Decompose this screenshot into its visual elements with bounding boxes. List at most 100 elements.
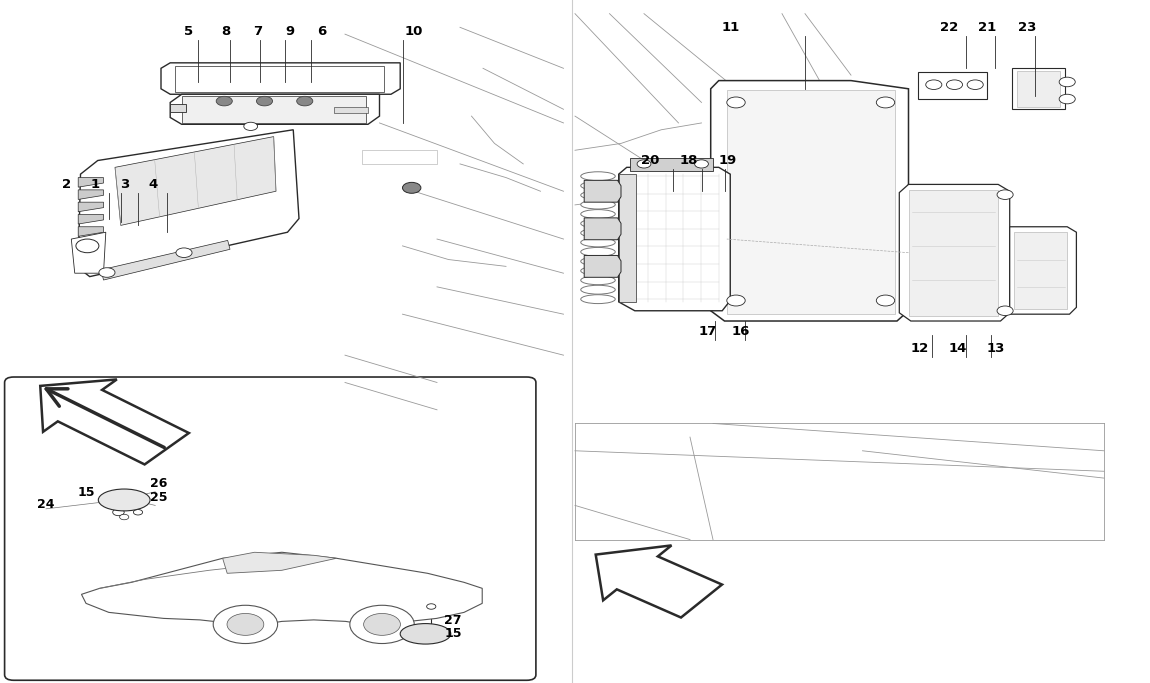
Circle shape <box>1059 77 1075 87</box>
Circle shape <box>876 97 895 108</box>
Circle shape <box>244 122 258 130</box>
Polygon shape <box>78 227 104 236</box>
Circle shape <box>637 160 651 168</box>
Circle shape <box>216 96 232 106</box>
Circle shape <box>926 80 942 89</box>
Ellipse shape <box>581 238 615 247</box>
Text: 8: 8 <box>221 25 230 38</box>
Ellipse shape <box>99 489 150 511</box>
Circle shape <box>213 605 277 643</box>
Circle shape <box>422 637 429 641</box>
Text: 27: 27 <box>444 614 462 627</box>
Polygon shape <box>908 190 998 316</box>
Circle shape <box>113 509 124 516</box>
Circle shape <box>997 306 1013 316</box>
Text: 4: 4 <box>148 178 158 191</box>
Bar <box>109 598 155 613</box>
Circle shape <box>422 626 429 630</box>
Ellipse shape <box>581 191 615 199</box>
Circle shape <box>946 80 963 89</box>
Circle shape <box>256 96 273 106</box>
Text: 26: 26 <box>150 477 168 490</box>
Circle shape <box>427 604 436 609</box>
Ellipse shape <box>581 229 615 238</box>
Polygon shape <box>584 180 621 202</box>
Circle shape <box>76 239 99 253</box>
Text: 21: 21 <box>978 21 996 34</box>
Ellipse shape <box>581 200 615 209</box>
Text: 19: 19 <box>719 154 737 167</box>
Text: 17: 17 <box>698 325 716 338</box>
Polygon shape <box>1017 71 1060 107</box>
Polygon shape <box>918 72 987 99</box>
Circle shape <box>434 626 440 630</box>
Text: 1: 1 <box>91 178 100 191</box>
Circle shape <box>121 504 128 508</box>
Text: 3: 3 <box>120 178 129 191</box>
Text: 9: 9 <box>285 25 294 38</box>
Text: 15: 15 <box>444 627 462 640</box>
Circle shape <box>422 632 429 636</box>
Text: 12: 12 <box>911 342 929 355</box>
Text: 6: 6 <box>317 25 327 38</box>
Circle shape <box>727 97 745 108</box>
Circle shape <box>132 492 139 496</box>
Polygon shape <box>182 96 366 123</box>
Polygon shape <box>727 90 895 314</box>
Text: 23: 23 <box>1018 21 1036 34</box>
Text: 18: 18 <box>680 154 698 167</box>
Circle shape <box>121 498 128 502</box>
Polygon shape <box>82 553 482 628</box>
Polygon shape <box>619 167 730 311</box>
Circle shape <box>176 248 192 257</box>
Ellipse shape <box>581 171 615 180</box>
Text: 24: 24 <box>37 498 55 511</box>
Polygon shape <box>584 255 621 277</box>
Circle shape <box>876 295 895 306</box>
Ellipse shape <box>581 294 615 303</box>
Bar <box>334 107 368 113</box>
Text: 11: 11 <box>721 21 739 34</box>
Polygon shape <box>223 553 337 573</box>
Polygon shape <box>78 251 104 261</box>
Polygon shape <box>161 63 400 94</box>
Text: 7: 7 <box>253 25 262 38</box>
Polygon shape <box>40 380 189 464</box>
Circle shape <box>434 632 440 636</box>
Polygon shape <box>78 239 104 249</box>
Polygon shape <box>1012 68 1065 109</box>
Circle shape <box>99 268 115 277</box>
Circle shape <box>121 492 128 496</box>
Circle shape <box>132 504 139 508</box>
Polygon shape <box>115 137 276 225</box>
Polygon shape <box>78 190 104 199</box>
Polygon shape <box>101 240 230 280</box>
Circle shape <box>109 492 116 496</box>
Ellipse shape <box>581 219 615 228</box>
Text: 22: 22 <box>940 21 958 34</box>
Text: 5: 5 <box>184 25 193 38</box>
Ellipse shape <box>581 285 615 294</box>
Circle shape <box>727 295 745 306</box>
Circle shape <box>1059 94 1075 104</box>
Ellipse shape <box>581 266 615 275</box>
Ellipse shape <box>581 276 615 285</box>
Text: 20: 20 <box>641 154 659 167</box>
Circle shape <box>695 160 708 168</box>
Circle shape <box>967 80 983 89</box>
Circle shape <box>350 605 414 643</box>
Text: 10: 10 <box>405 25 423 38</box>
Circle shape <box>411 632 417 636</box>
Polygon shape <box>170 104 186 112</box>
Circle shape <box>434 637 440 641</box>
Polygon shape <box>630 158 713 171</box>
Ellipse shape <box>581 247 615 256</box>
Circle shape <box>133 510 143 515</box>
Ellipse shape <box>581 181 615 190</box>
Circle shape <box>402 182 421 193</box>
Circle shape <box>997 190 1013 199</box>
Circle shape <box>120 514 129 520</box>
Text: 2: 2 <box>62 178 71 191</box>
Polygon shape <box>711 81 909 321</box>
Polygon shape <box>78 130 299 277</box>
